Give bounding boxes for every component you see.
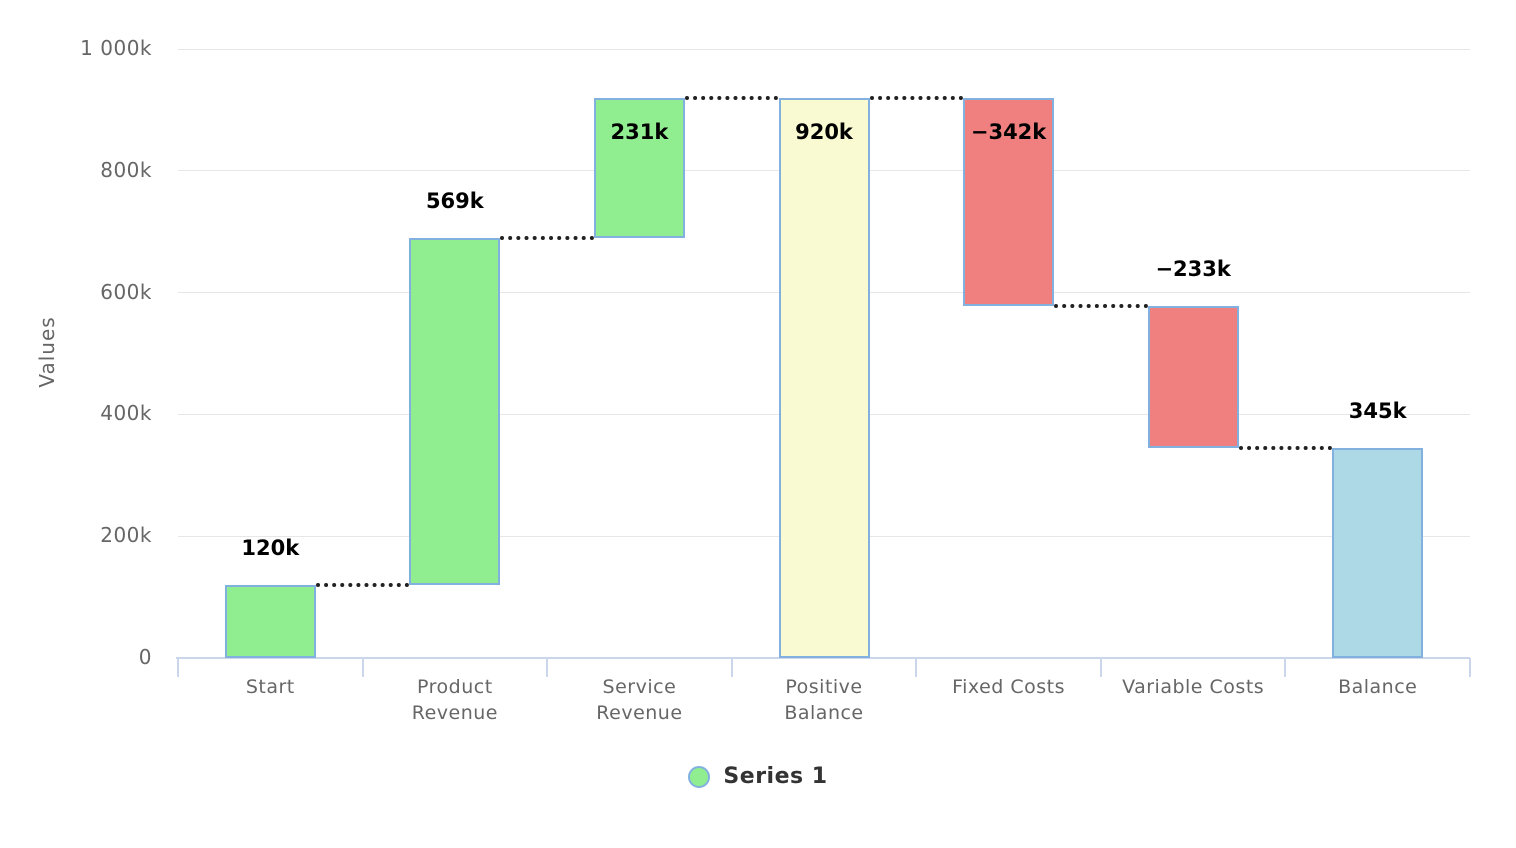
x-axis-label-start: Start xyxy=(178,674,363,700)
legend-marker-icon xyxy=(688,765,711,788)
connector-fixed-costs xyxy=(1054,303,1148,308)
data-label-variable-costs: −233k xyxy=(1155,256,1231,281)
x-axis-label-variable-costs: Variable Costs xyxy=(1101,674,1286,700)
connector-start xyxy=(315,582,410,587)
x-axis-label-line: Balance xyxy=(1338,676,1418,698)
data-label-start: 120k xyxy=(241,535,300,560)
x-axis-label-positive-balance: Positive Balance xyxy=(732,674,917,726)
y-tick-label: 200k xyxy=(100,523,152,548)
data-label-product-revenue: 569k xyxy=(425,189,484,214)
connector-service-revenue xyxy=(684,95,779,100)
x-axis-tick xyxy=(1099,658,1102,677)
data-label-balance: 345k xyxy=(1348,398,1407,423)
x-axis-tick xyxy=(730,658,733,677)
x-axis-label-line: Balance xyxy=(784,702,864,724)
x-axis-tick xyxy=(361,658,364,677)
x-axis-label-line: Revenue xyxy=(411,702,498,724)
data-label-fixed-costs: −342k xyxy=(970,119,1047,144)
x-axis-line xyxy=(176,657,1470,659)
bar-fixed-costs[interactable] xyxy=(963,97,1055,306)
connector-product-revenue xyxy=(500,236,594,241)
y-tick-label: 600k xyxy=(100,279,152,304)
x-axis-label-line: Start xyxy=(245,676,295,698)
data-label-positive-balance: 920k xyxy=(795,119,853,144)
bar-positive-balance[interactable] xyxy=(778,97,870,658)
legend-item-series-1[interactable]: Series 1 xyxy=(0,764,1516,789)
x-axis-label-line: Positive xyxy=(785,676,863,698)
connector-variable-costs xyxy=(1238,445,1333,450)
x-axis-label-product-revenue: Product Revenue xyxy=(363,674,548,726)
y-tick-label: 0 xyxy=(138,645,152,669)
x-axis-tick xyxy=(1284,658,1287,677)
y-tick-label: 800k xyxy=(100,157,152,182)
x-axis-label-balance: Balance xyxy=(1285,674,1470,700)
x-axis-tick xyxy=(546,658,549,677)
bar-service-revenue[interactable] xyxy=(593,97,685,239)
x-axis-tick xyxy=(915,658,918,677)
x-axis-label-line: Product xyxy=(417,676,493,698)
legend-label: Series 1 xyxy=(723,764,828,789)
x-axis-tick xyxy=(1469,658,1471,677)
x-axis-label-line: Revenue xyxy=(596,702,683,724)
x-axis-label-fixed-costs: Fixed Costs xyxy=(916,674,1101,700)
x-axis-label-line: Variable Costs xyxy=(1122,676,1265,698)
x-axis-label-line: Fixed Costs xyxy=(952,676,1066,698)
x-axis-tick xyxy=(177,658,179,677)
connector-positive-balance xyxy=(869,95,964,100)
x-axis-label-line: Service xyxy=(602,676,677,698)
x-axis-label-service-revenue: Service Revenue xyxy=(547,674,732,726)
y-tick-label: 400k xyxy=(100,401,152,426)
bar-start[interactable] xyxy=(224,584,316,658)
y-tick-label: 1 000k xyxy=(80,36,152,60)
bar-balance[interactable] xyxy=(1332,447,1424,658)
data-label-service-revenue: 231k xyxy=(610,119,669,144)
bar-product-revenue[interactable] xyxy=(409,238,501,585)
gridline-1 000k xyxy=(178,48,1470,50)
bar-variable-costs[interactable] xyxy=(1147,305,1239,448)
